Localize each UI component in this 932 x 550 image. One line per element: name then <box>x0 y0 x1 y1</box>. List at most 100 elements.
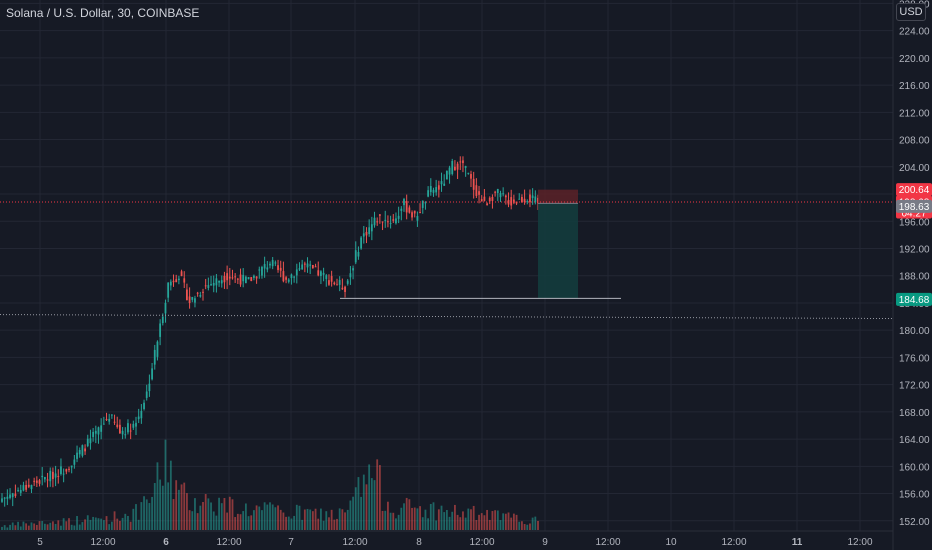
volume-bar <box>338 508 341 530</box>
candle-body <box>456 163 459 170</box>
volume-bar <box>57 520 60 530</box>
volume-bar <box>143 496 145 530</box>
candle-body <box>413 210 416 214</box>
candle-body <box>271 260 274 267</box>
volume-bar <box>89 519 92 530</box>
candle-body <box>491 196 494 201</box>
candle-body <box>204 285 207 287</box>
candle-body <box>357 251 360 257</box>
candle-body <box>167 282 170 298</box>
candle-body <box>46 479 49 481</box>
candle-body <box>419 212 421 214</box>
candle-body <box>70 465 73 468</box>
candle-body <box>306 263 309 268</box>
candle-body <box>108 418 111 422</box>
volume-bar <box>491 511 494 530</box>
volume-bar <box>11 522 14 530</box>
y-tick-label: 176.00 <box>899 353 930 364</box>
candle-body <box>54 473 57 478</box>
volume-bar <box>14 525 17 530</box>
volume-bar <box>301 519 304 530</box>
volume-bar <box>180 484 183 530</box>
volume-bar <box>488 519 491 530</box>
volume-bar <box>250 515 253 530</box>
y-tick-label: 188.00 <box>899 272 930 283</box>
candle-body <box>475 185 478 196</box>
volume-bar <box>255 505 258 530</box>
candle-body <box>488 197 491 202</box>
volume-bar <box>531 517 534 530</box>
volume-bar <box>17 521 19 530</box>
candle-body <box>496 189 499 193</box>
volume-bar <box>311 511 314 530</box>
candle-body <box>392 219 395 221</box>
volume-bar <box>421 517 424 530</box>
volume-bar <box>277 505 279 530</box>
volume-bar <box>239 514 242 530</box>
volume-bar <box>202 502 204 530</box>
volume-bar <box>161 485 164 530</box>
volume-bar <box>121 517 124 530</box>
volume-bar <box>376 459 379 530</box>
volume-bar <box>228 496 231 530</box>
x-tick-label: 12:00 <box>469 537 494 548</box>
x-tick-label: 9 <box>542 537 548 548</box>
volume-bar <box>188 510 191 530</box>
volume-bar <box>97 518 100 530</box>
candle-body <box>502 193 505 195</box>
x-tick-label: 5 <box>37 537 43 548</box>
candle-body <box>523 198 526 203</box>
volume-bar <box>395 518 397 530</box>
volume-bar <box>464 517 467 530</box>
y-tick-label: 156.00 <box>899 490 930 501</box>
candle-body <box>239 274 242 285</box>
candle-body <box>381 221 384 223</box>
currency-button[interactable]: USD <box>896 3 926 21</box>
volume-bar <box>435 520 438 530</box>
candle-body <box>282 271 285 282</box>
candle-body <box>472 178 475 190</box>
candle-body <box>57 475 60 477</box>
candle-body <box>478 191 480 195</box>
volume-bar <box>360 496 363 530</box>
candle-body <box>236 278 239 280</box>
candle-body <box>534 196 537 203</box>
volume-bar <box>515 514 518 530</box>
volume-bar <box>336 518 338 530</box>
volume-bar <box>231 499 234 530</box>
volume-bar <box>244 503 247 530</box>
candle-body <box>92 431 95 437</box>
volume-bar <box>116 518 119 530</box>
volume-bar <box>102 520 105 530</box>
candle-body <box>153 349 156 365</box>
volume-bar <box>325 511 328 530</box>
candle-body <box>263 264 266 269</box>
volume-bar <box>298 505 301 530</box>
volume-bar <box>3 525 6 530</box>
candle-body <box>400 208 403 211</box>
volume-bar <box>94 517 97 530</box>
candle-body <box>210 284 212 286</box>
candle-body <box>403 199 405 206</box>
volume-bar <box>480 513 483 530</box>
volume-bar <box>306 508 309 530</box>
candle-body <box>194 298 196 303</box>
volume-bar <box>175 480 178 530</box>
volume-bar <box>263 502 266 530</box>
candle-body <box>408 207 411 213</box>
volume-bar <box>496 510 499 530</box>
candle-body <box>76 452 78 459</box>
candle-body <box>228 276 231 279</box>
volume-bar <box>234 517 237 530</box>
candle-body <box>199 295 202 297</box>
candle-body <box>159 323 162 337</box>
volume-bar <box>6 527 9 530</box>
volume-bar <box>483 515 486 530</box>
candle-body <box>510 197 513 206</box>
y-tick-label: 204.00 <box>899 163 930 174</box>
candle-body <box>504 195 507 198</box>
volume-bar <box>183 482 186 530</box>
volume-bar <box>159 479 162 530</box>
candle-body <box>89 438 92 444</box>
